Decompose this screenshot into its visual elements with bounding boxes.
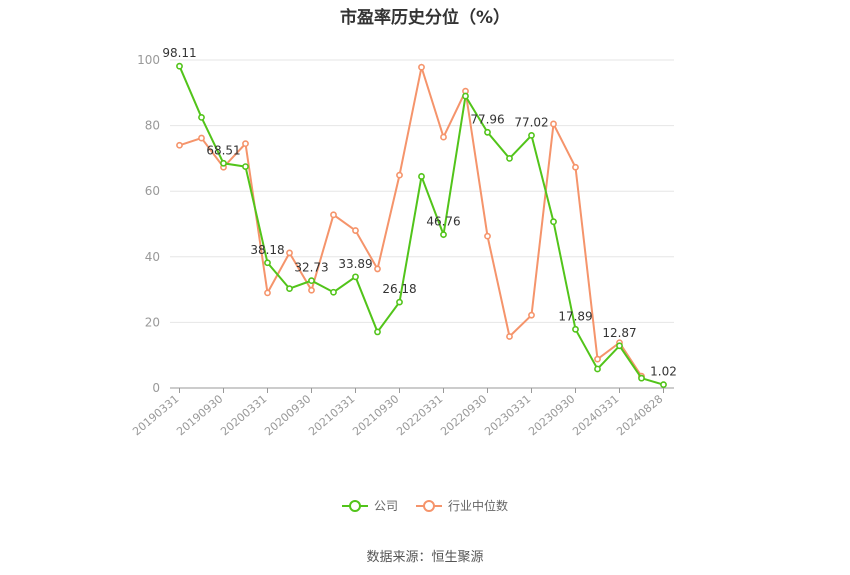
legend: 公司 行业中位数 [0, 497, 850, 514]
data-point-company [396, 298, 403, 306]
data-point-industry [198, 134, 205, 142]
data-point-industry [374, 265, 381, 273]
x-tick-label: 20190331 [130, 392, 181, 438]
data-point-company [660, 381, 667, 389]
data-point-industry [330, 211, 337, 219]
chart-title: 市盈率历史分位（%） [339, 8, 511, 28]
series-line-company [178, 65, 664, 386]
data-label-company: 17.89 [558, 309, 592, 323]
y-tick-label: 20 [145, 315, 160, 329]
data-label-company: 32.73 [294, 261, 328, 275]
data-label-company: 1.02 [650, 365, 677, 379]
y-tick-label: 80 [145, 119, 160, 133]
data-point-company [638, 374, 645, 382]
data-point-industry [528, 311, 535, 319]
data-point-company [352, 273, 359, 281]
data-point-industry [484, 232, 491, 240]
data-point-industry [440, 133, 447, 141]
data-point-company [308, 277, 315, 285]
x-tick-label: 20240331 [570, 392, 621, 438]
data-point-company [330, 288, 337, 296]
data-label-company: 46.76 [426, 215, 460, 229]
data-point-industry [396, 171, 403, 179]
data-point-company [462, 92, 469, 100]
data-point-company [242, 163, 249, 170]
x-tick-label: 20190930 [174, 392, 225, 438]
data-point-industry [264, 289, 271, 297]
data-point-company [484, 128, 491, 136]
data-point-company [418, 173, 425, 180]
data-point-company [528, 131, 535, 139]
data-point-company [550, 218, 557, 226]
data-label-company: 77.02 [514, 115, 548, 129]
data-point-industry [352, 227, 359, 234]
data-point-company [220, 159, 227, 167]
source-note: 数据来源：恒生聚源 [366, 550, 484, 565]
data-point-industry [572, 163, 579, 171]
data-label-company: 26.18 [382, 282, 416, 296]
x-tick-label: 20200930 [262, 392, 313, 438]
data-point-industry [418, 63, 425, 71]
y-tick-label: 0 [152, 381, 160, 395]
data-point-company [264, 259, 271, 267]
legend-item-industry[interactable]: 行业中位数 [416, 497, 508, 514]
data-point-company [286, 285, 293, 293]
legend-company-label: 公司 [373, 499, 398, 513]
data-label-company: 98.11 [162, 46, 196, 60]
y-tick-label: 40 [145, 250, 160, 264]
data-label-company: 77.96 [470, 112, 504, 126]
data-point-industry [242, 140, 249, 148]
data-point-company [572, 325, 579, 333]
data-point-company [506, 154, 513, 162]
data-point-company [594, 365, 601, 373]
data-point-company [374, 328, 381, 336]
data-point-company [616, 342, 623, 350]
data-point-industry [506, 333, 513, 340]
y-tick-label: 100 [137, 53, 160, 67]
data-point-industry [308, 286, 315, 294]
data-point-industry [594, 355, 601, 363]
data-label-company: 68.51 [206, 143, 240, 157]
x-tick-label: 20240828 [614, 392, 665, 438]
legend-industry-swatch [416, 499, 442, 513]
data-point-industry [286, 249, 293, 257]
x-tick-label: 20220331 [394, 392, 445, 438]
data-point-company [198, 114, 205, 121]
data-label-company: 33.89 [338, 257, 372, 271]
x-tick-label: 20200331 [218, 392, 269, 438]
legend-item-company[interactable]: 公司 [341, 497, 398, 514]
data-point-company [176, 62, 183, 70]
data-label-company: 38.18 [250, 243, 284, 257]
legend-company-swatch [341, 499, 368, 513]
data-point-company [440, 231, 447, 239]
y-tick-label: 60 [145, 184, 160, 198]
x-tick-label: 20220930 [438, 392, 489, 438]
data-label-company: 12.87 [602, 326, 636, 340]
legend-industry-label: 行业中位数 [448, 499, 509, 513]
x-tick-label: 20230930 [526, 392, 577, 438]
data-point-industry [550, 120, 557, 128]
x-tick-label: 20210331 [306, 392, 357, 438]
x-tick-label: 20230331 [482, 392, 533, 438]
x-tick-label: 20210930 [350, 392, 401, 438]
data-point-industry [176, 141, 183, 149]
